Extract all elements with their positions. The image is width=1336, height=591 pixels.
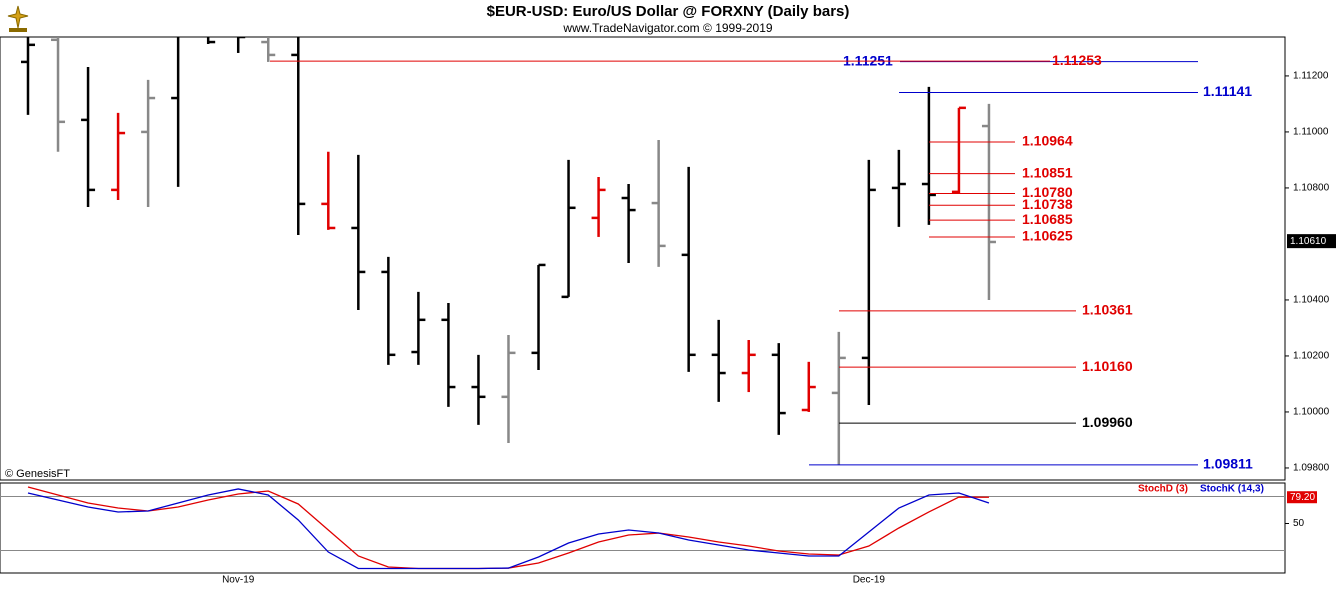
y-tick-label: 1.10800 (1293, 183, 1330, 194)
legend-entry: StochK (14,3) (1200, 484, 1264, 495)
stoch-panel (0, 482, 1286, 574)
level-label: 1.11141 (1203, 83, 1252, 99)
level-label: 1.09960 (1082, 414, 1133, 430)
current-price-box (1287, 234, 1336, 249)
level-label: 1.10851 (1022, 164, 1073, 180)
price-panel (0, 36, 1286, 481)
level-label: 1.10625 (1022, 228, 1073, 244)
level-label: 1.10685 (1022, 211, 1073, 227)
y-tick-label: 1.11000 (1293, 127, 1329, 138)
y-tick-label: 1.10000 (1293, 407, 1330, 418)
y-tick-label: 1.10400 (1293, 295, 1330, 306)
level-label: 1.09811 (1203, 456, 1253, 472)
level-label: 1.11253 (1052, 52, 1102, 68)
level-label: 1.10780 (1022, 184, 1073, 200)
level-label: 1.11251 (843, 52, 893, 68)
chart-title: $EUR-USD: Euro/US Dollar @ FORXNY (Daily… (487, 3, 850, 20)
level-label: 1.10361 (1082, 302, 1133, 318)
subtitle: www.TradeNavigator.com © 1999-2019 (562, 21, 772, 35)
legend-entry: StochD (3) (1138, 484, 1188, 495)
current-value-label: 79.20 (1290, 492, 1315, 503)
stoch-line (27, 488, 990, 570)
source: © GenesisFT (5, 468, 70, 480)
x-tick-label: Nov-19 (222, 575, 255, 586)
current-price-label: 1.10610 (1290, 236, 1327, 247)
y-tick-label: 1.09800 (1293, 463, 1330, 474)
price-plot (21, 37, 996, 465)
level-label: 1.10738 (1022, 196, 1073, 212)
y-tick-label: 50 (1293, 518, 1305, 529)
current-value-box (1287, 491, 1317, 504)
y-tick-label: 1.11200 (1293, 71, 1329, 82)
logo (7, 5, 29, 32)
level-label: 1.10160 (1082, 358, 1133, 374)
x-tick-label: Dec-19 (853, 575, 886, 586)
level-label: 1.10964 (1022, 133, 1073, 149)
y-tick-label: 1.10200 (1293, 351, 1330, 362)
